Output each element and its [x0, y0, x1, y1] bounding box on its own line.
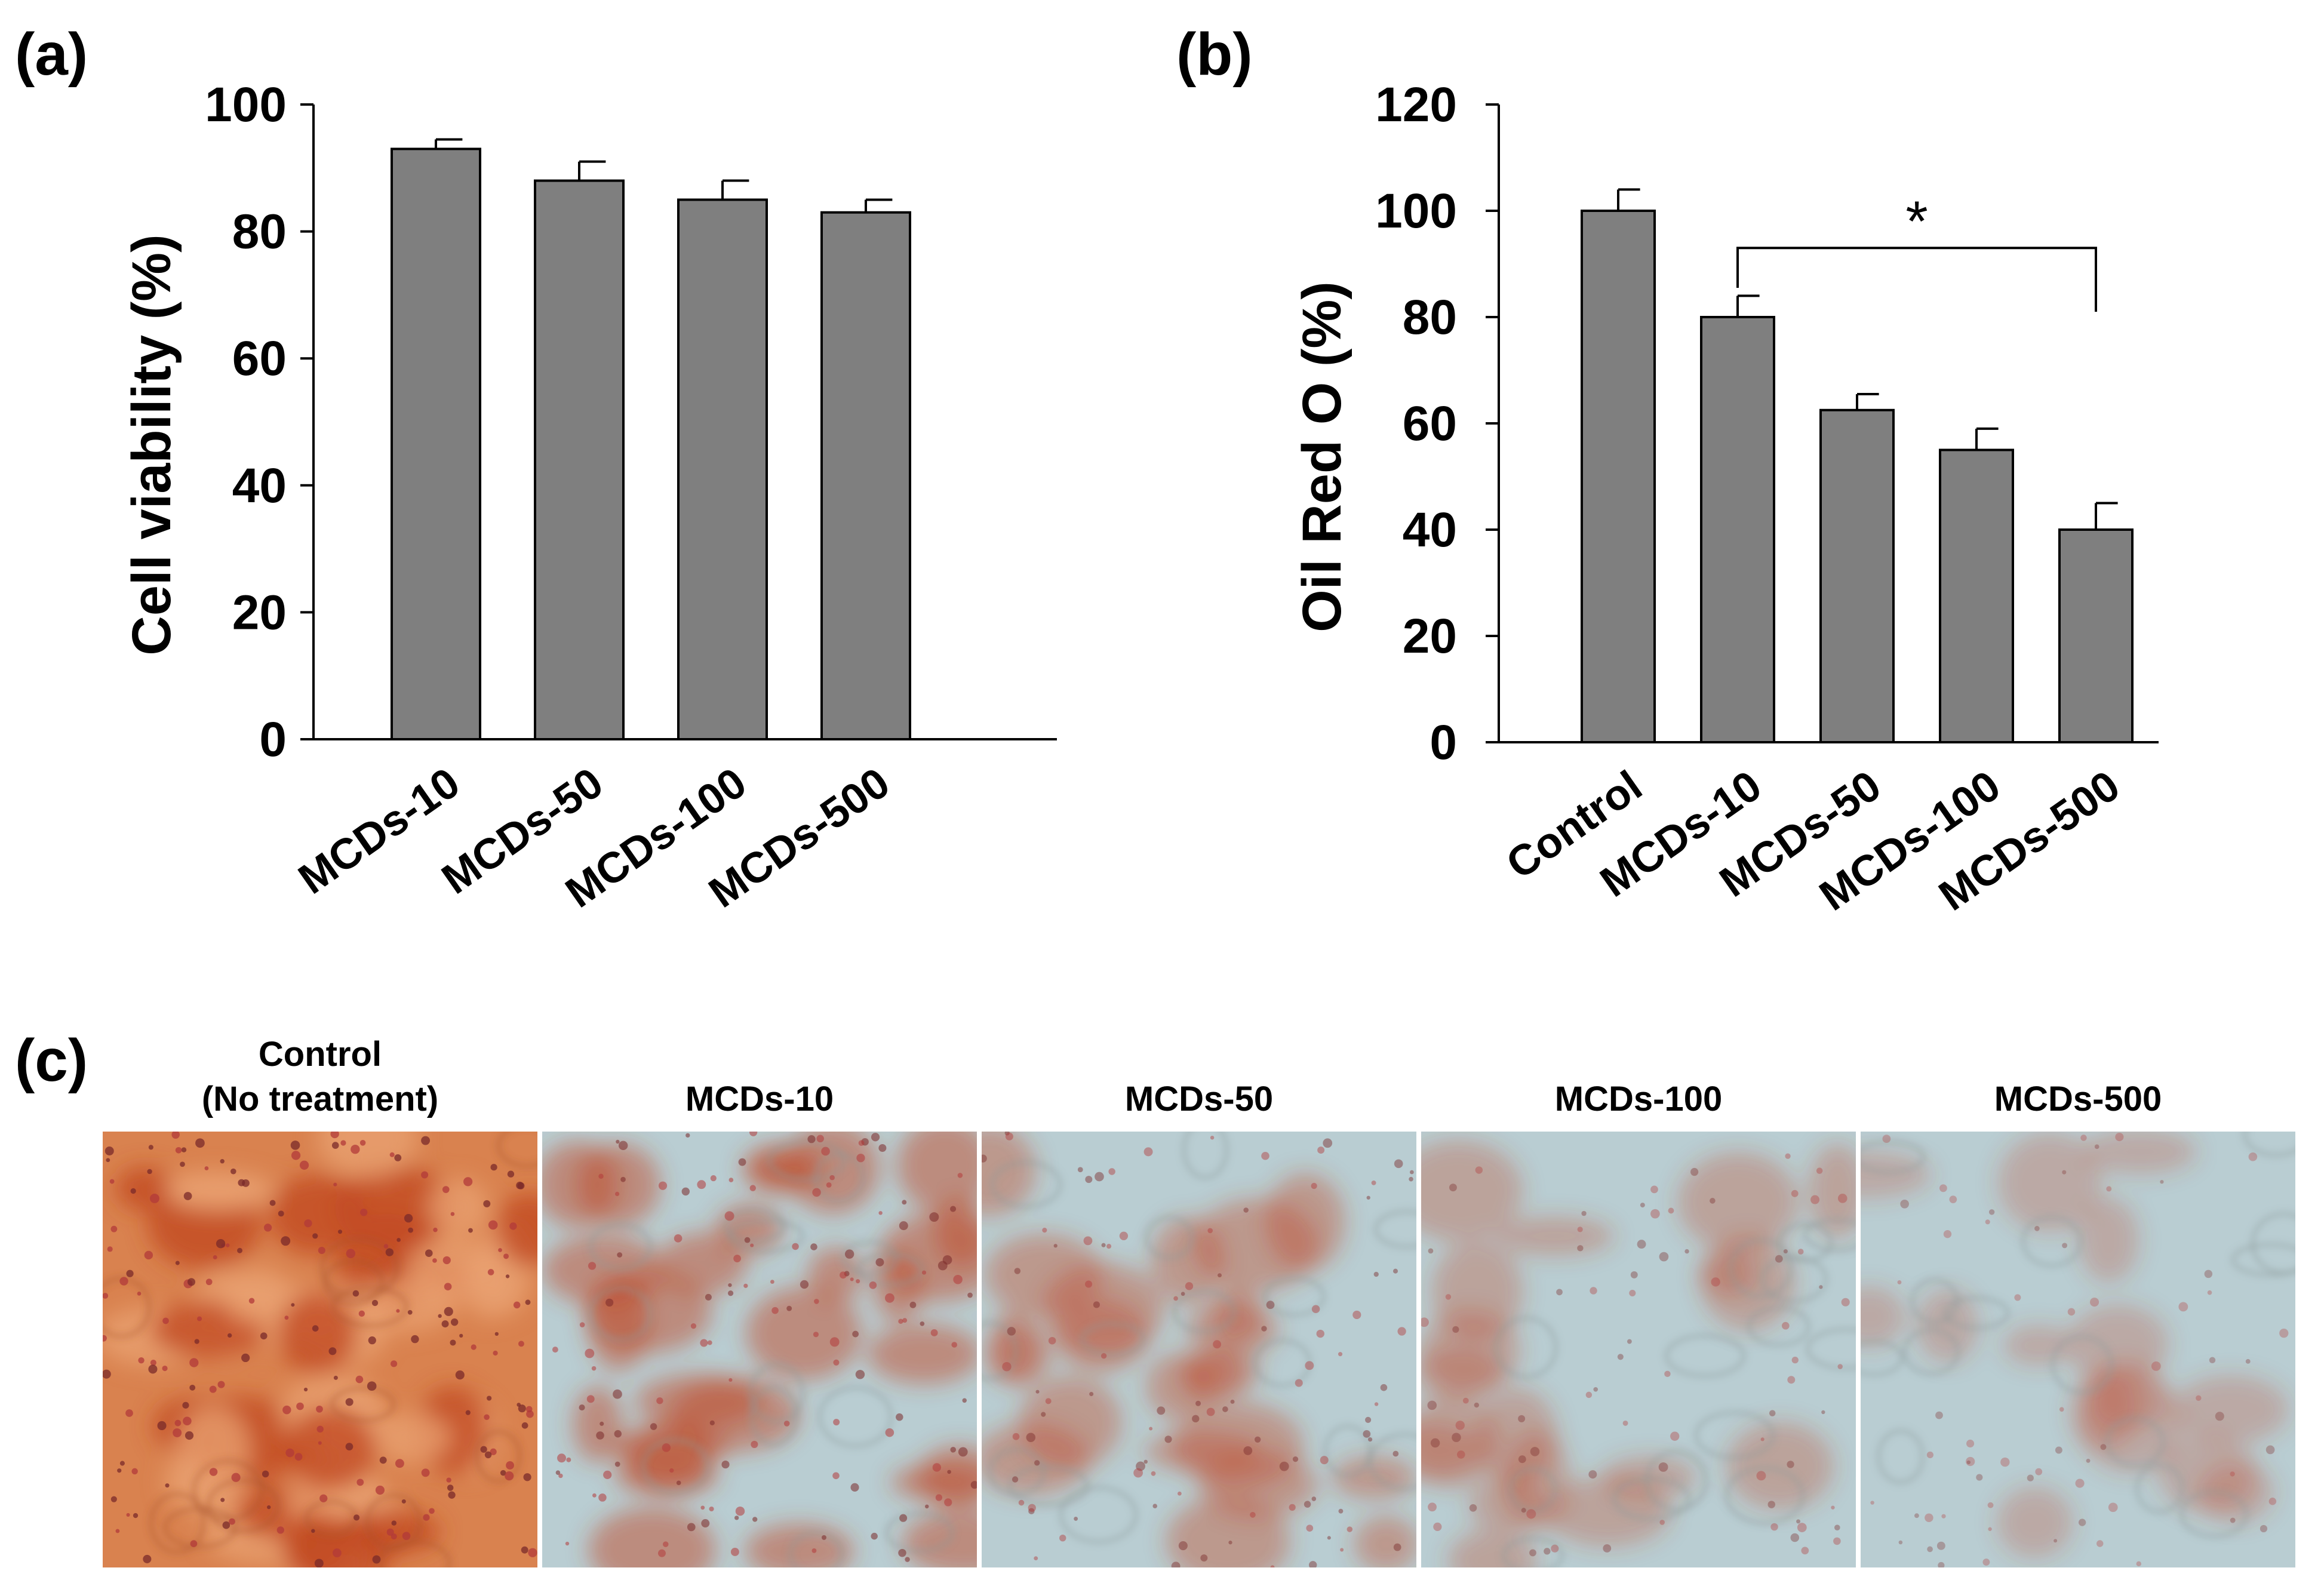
caption-line2: (No treatment) — [202, 1080, 438, 1118]
panel-label-a: (a) — [15, 21, 88, 88]
y-tick-label: 40 — [232, 459, 287, 513]
caption-line1: MCDs-10 — [685, 1080, 834, 1118]
bar-mcds-500 — [820, 211, 911, 740]
micrograph-mcds-500 — [1861, 1132, 2295, 1567]
y-tick-label: 60 — [232, 331, 287, 386]
micrograph-mcds-50 — [982, 1132, 1416, 1567]
y-tick-label: 20 — [1403, 609, 1457, 663]
chart-b-significance-bracket: * — [1736, 189, 2097, 312]
significance-bracket-line — [1736, 247, 2097, 312]
chart-a-bars — [391, 138, 911, 741]
x-tick-label: MCDs-10 — [290, 759, 468, 903]
y-tick-label: 80 — [1403, 290, 1457, 345]
micrograph-control — [103, 1132, 537, 1567]
y-tick-label: 20 — [232, 585, 287, 640]
chart-a-y-ticks: 0 20 40 60 80 100 — [205, 78, 313, 767]
chart-b-y-ticks: 0 20 40 60 80 100 120 — [1375, 78, 1499, 770]
caption-line1: MCDs-100 — [1555, 1080, 1722, 1118]
significance-asterisk: * — [1905, 189, 1928, 253]
bar-mcds-100 — [1939, 448, 2014, 743]
bar-mcds-50 — [534, 179, 625, 740]
y-tick-label: 40 — [1403, 503, 1457, 557]
micrograph-caption: MCDs-500 — [1994, 1080, 2162, 1118]
panel-label-c: (c) — [15, 1027, 88, 1094]
bar-mcds-10 — [1700, 316, 1775, 743]
micrograph-panel: Control (No treatment) MCDs-10 MCDs-50 MCDs-… — [103, 1035, 2295, 1567]
bar-mcds-100 — [677, 198, 768, 740]
chart-b-bars — [1581, 188, 2134, 743]
micrograph-caption: MCDs-100 — [1555, 1080, 1722, 1118]
micrograph-caption: Control (No treatment) — [202, 1035, 438, 1118]
micrograph-caption: MCDs-50 — [1125, 1080, 1273, 1118]
caption-line1: Control — [259, 1035, 382, 1074]
y-tick-label: 100 — [1375, 184, 1457, 238]
bar-mcds-500 — [2058, 528, 2134, 743]
y-tick-label: 60 — [1403, 396, 1457, 451]
y-tick-label: 0 — [259, 712, 287, 767]
chart-a-y-axis-title: Cell viability (%) — [121, 234, 182, 656]
caption-line1: MCDs-50 — [1125, 1080, 1273, 1118]
bar-mcds-50 — [1819, 408, 1895, 743]
panel-label-b: (b) — [1176, 21, 1253, 88]
y-tick-label: 120 — [1375, 78, 1457, 132]
micrograph-caption: MCDs-10 — [685, 1080, 834, 1118]
caption-line1: MCDs-500 — [1994, 1080, 2162, 1118]
bar-control — [1581, 210, 1656, 743]
chart-b-y-axis-title: Oil Red O (%) — [1292, 281, 1352, 632]
chart-a: Cell viability (%) 0 20 40 60 80 100 MCDs-10M… — [121, 78, 1057, 917]
y-tick-label: 80 — [232, 205, 287, 259]
y-tick-label: 0 — [1430, 715, 1457, 770]
y-tick-label: 100 — [205, 78, 287, 132]
micrograph-mcds-10 — [542, 1132, 977, 1567]
micrograph-mcds-100 — [1421, 1132, 1856, 1567]
chart-b: Oil Red O (%) 0 20 40 60 80 100 120 ControlMCD… — [1292, 78, 2159, 920]
bar-mcds-10 — [391, 147, 481, 741]
